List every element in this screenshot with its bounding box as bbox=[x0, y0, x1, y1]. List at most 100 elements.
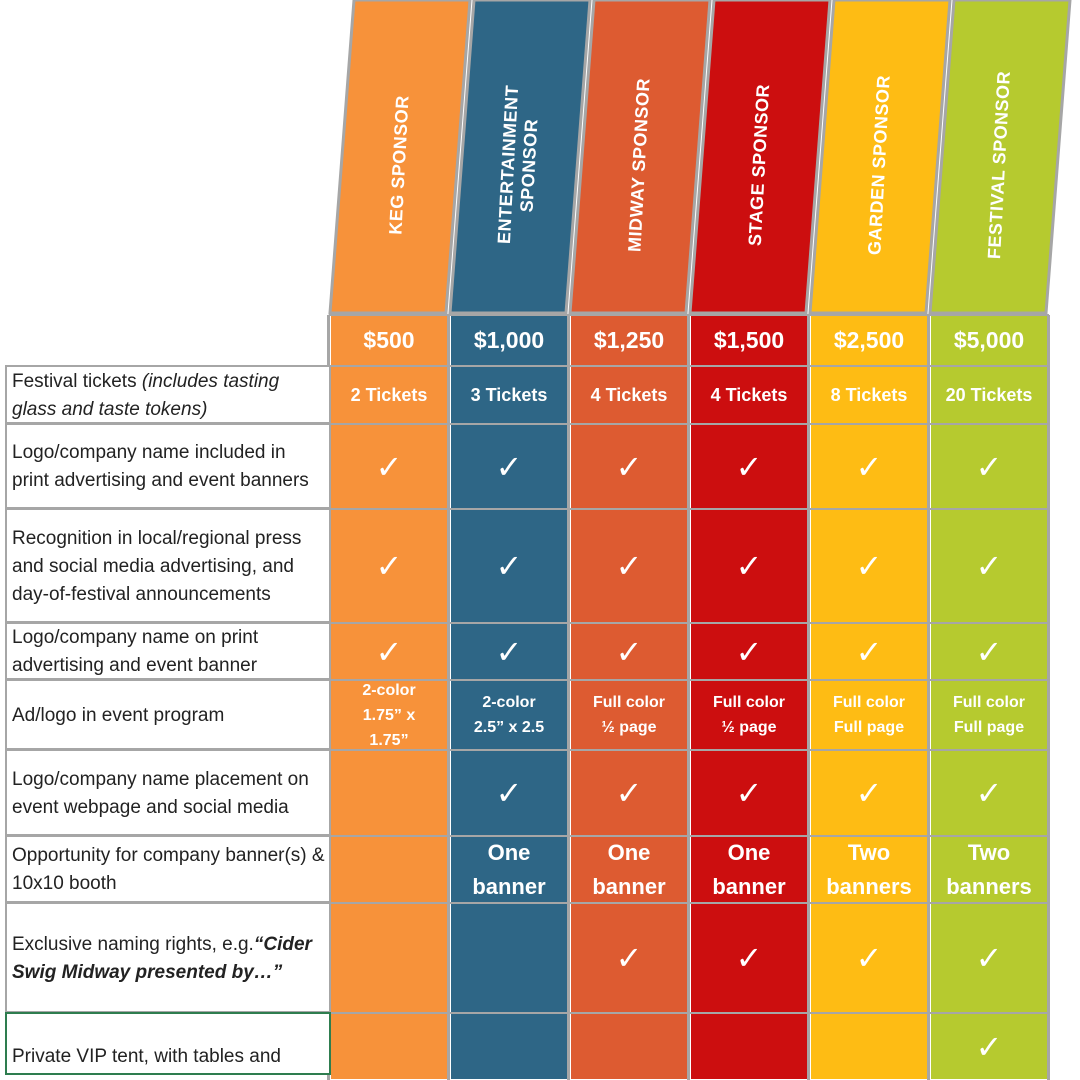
benefit-cell bbox=[331, 904, 447, 1012]
price-cell: $1,000 bbox=[451, 316, 567, 365]
grid-line bbox=[927, 315, 930, 1080]
check-icon: ✓ bbox=[691, 510, 807, 622]
sponsor-header-column-5 bbox=[808, 0, 952, 315]
benefit-cell: Full color ½ page bbox=[571, 681, 687, 749]
benefit-cell bbox=[331, 1014, 447, 1079]
check-icon: ✓ bbox=[931, 904, 1047, 1012]
check-icon: ✓ bbox=[811, 425, 927, 508]
check-icon: ✓ bbox=[811, 904, 927, 1012]
benefit-cell: One banner bbox=[451, 837, 567, 902]
benefit-label: Ad/logo in event program bbox=[5, 679, 331, 750]
grid-line bbox=[329, 423, 1049, 425]
grid-line bbox=[807, 315, 810, 1080]
check-icon: ✓ bbox=[451, 751, 567, 835]
price-cell: $500 bbox=[331, 316, 447, 365]
grid-line bbox=[567, 315, 570, 1080]
check-icon: ✓ bbox=[571, 904, 687, 1012]
check-icon: ✓ bbox=[811, 751, 927, 835]
grid-line bbox=[687, 315, 690, 1080]
price-cell: $5,000 bbox=[931, 316, 1047, 365]
check-icon: ✓ bbox=[571, 510, 687, 622]
check-icon: ✓ bbox=[931, 1014, 1047, 1079]
benefit-label-text: Logo/company name placement on event web… bbox=[12, 768, 309, 818]
check-icon: ✓ bbox=[931, 425, 1047, 508]
benefit-label-text: Festival tickets bbox=[12, 370, 137, 392]
benefit-cell: Full color Full page bbox=[811, 681, 927, 749]
benefit-label: Private VIP tent, with tables and bbox=[5, 1012, 331, 1075]
grid-line bbox=[329, 365, 1049, 367]
price-cell: $1,250 bbox=[571, 316, 687, 365]
check-icon: ✓ bbox=[451, 425, 567, 508]
benefit-cell bbox=[331, 837, 447, 902]
benefit-cell: Two banners bbox=[811, 837, 927, 902]
benefit-cell: One banner bbox=[571, 837, 687, 902]
benefit-cell bbox=[331, 751, 447, 835]
benefit-label-text: Exclusive naming rights, e.g. bbox=[12, 933, 254, 955]
check-icon: ✓ bbox=[571, 751, 687, 835]
grid-line bbox=[329, 749, 1049, 751]
check-icon: ✓ bbox=[811, 510, 927, 622]
benefit-label-text: Logo/company name on print advertising a… bbox=[12, 627, 259, 676]
grid-line bbox=[329, 1012, 1049, 1014]
sponsor-header-column-6 bbox=[928, 0, 1072, 315]
benefit-cell: 3 Tickets bbox=[451, 367, 567, 423]
check-icon: ✓ bbox=[691, 425, 807, 508]
grid-line bbox=[329, 902, 1049, 904]
benefit-label-text: Opportunity for company banner(s) & 10x1… bbox=[12, 845, 325, 894]
benefit-label: Logo/company name placement on event web… bbox=[5, 749, 331, 836]
benefit-cell: 2-color 2.5” x 2.5 bbox=[451, 681, 567, 749]
sponsor-header-column-1 bbox=[328, 0, 472, 315]
check-icon: ✓ bbox=[811, 624, 927, 679]
benefit-cell bbox=[571, 1014, 687, 1079]
benefit-label: Festival tickets (includes tasting glass… bbox=[5, 365, 331, 424]
check-icon: ✓ bbox=[331, 624, 447, 679]
benefit-cell: 4 Tickets bbox=[571, 367, 687, 423]
benefit-label: Exclusive naming rights, e.g.“Cider Swig… bbox=[5, 902, 331, 1013]
benefit-label-text: Recognition in local/regional press and … bbox=[12, 527, 302, 605]
benefit-label-text: Logo/company name included in print adve… bbox=[12, 442, 309, 491]
check-icon: ✓ bbox=[571, 425, 687, 508]
benefit-cell: Two banners bbox=[931, 837, 1047, 902]
grid-line bbox=[329, 314, 1049, 316]
grid-line bbox=[329, 679, 1049, 681]
grid-line bbox=[447, 315, 450, 1080]
grid-line bbox=[1047, 315, 1050, 1080]
benefit-cell bbox=[691, 1014, 807, 1079]
check-icon: ✓ bbox=[451, 510, 567, 622]
sponsor-header-column-2 bbox=[448, 0, 592, 315]
benefit-cell: One banner bbox=[691, 837, 807, 902]
benefit-cell bbox=[811, 1014, 927, 1079]
benefit-label: Logo/company name included in print adve… bbox=[5, 423, 331, 509]
benefit-cell: 8 Tickets bbox=[811, 367, 927, 423]
check-icon: ✓ bbox=[931, 751, 1047, 835]
grid-line bbox=[329, 835, 1049, 837]
check-icon: ✓ bbox=[931, 624, 1047, 679]
benefit-label: Logo/company name on print advertising a… bbox=[5, 622, 331, 680]
benefit-label-note: (includes tasting glass and taste tokens… bbox=[12, 370, 280, 420]
benefit-label: Opportunity for company banner(s) & 10x1… bbox=[5, 835, 331, 903]
price-cell: $1,500 bbox=[691, 316, 807, 365]
check-icon: ✓ bbox=[931, 510, 1047, 622]
check-icon: ✓ bbox=[691, 624, 807, 679]
grid-line bbox=[329, 622, 1049, 624]
check-icon: ✓ bbox=[571, 624, 687, 679]
benefit-label: Recognition in local/regional press and … bbox=[5, 508, 331, 623]
check-icon: ✓ bbox=[331, 510, 447, 622]
check-icon: ✓ bbox=[451, 624, 567, 679]
benefit-cell: Full color ½ page bbox=[691, 681, 807, 749]
check-icon: ✓ bbox=[691, 904, 807, 1012]
sponsor-header-band bbox=[328, 0, 1072, 315]
benefit-label-text: Private VIP tent, with tables and bbox=[12, 1046, 281, 1067]
grid-line bbox=[329, 508, 1049, 510]
sponsor-header-column-3 bbox=[568, 0, 712, 315]
check-icon: ✓ bbox=[691, 751, 807, 835]
price-cell: $2,500 bbox=[811, 316, 927, 365]
benefit-label-text: Ad/logo in event program bbox=[12, 704, 225, 726]
benefit-label-example: “Cider Swig Midway presented by…” bbox=[12, 933, 312, 983]
benefit-cell: Full color Full page bbox=[931, 681, 1047, 749]
benefit-cell: 20 Tickets bbox=[931, 367, 1047, 423]
benefit-cell: 2-color 1.75” x 1.75” bbox=[331, 681, 447, 749]
sponsor-header-column-4 bbox=[688, 0, 832, 315]
benefit-cell bbox=[451, 904, 567, 1012]
